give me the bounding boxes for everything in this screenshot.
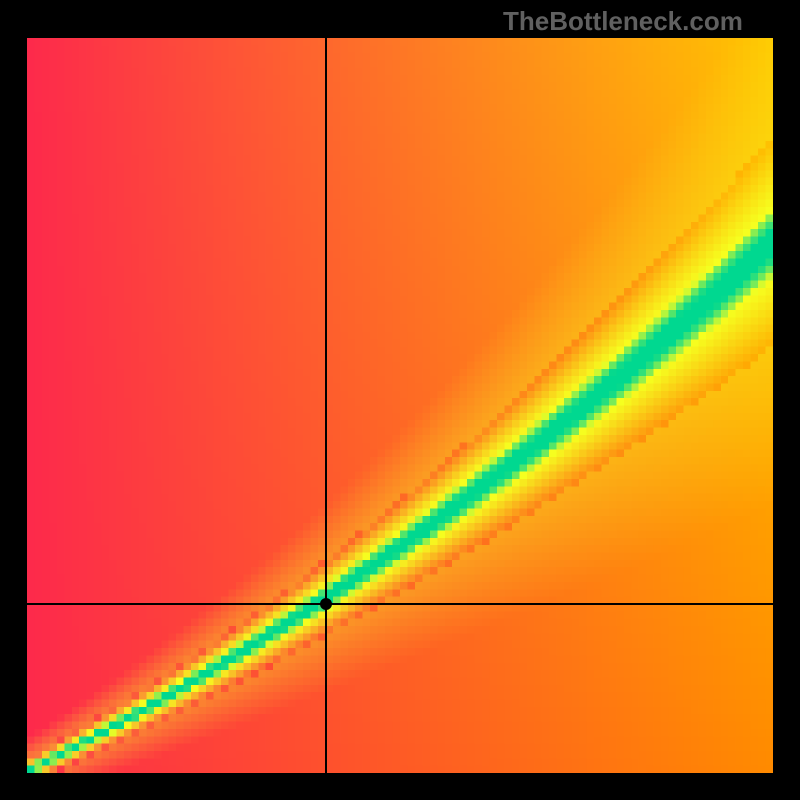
crosshair-horizontal — [27, 603, 773, 605]
crosshair-dot — [320, 598, 332, 610]
watermark-text: TheBottleneck.com — [503, 6, 743, 37]
heatmap-plot — [27, 38, 773, 773]
crosshair-vertical — [325, 38, 327, 773]
